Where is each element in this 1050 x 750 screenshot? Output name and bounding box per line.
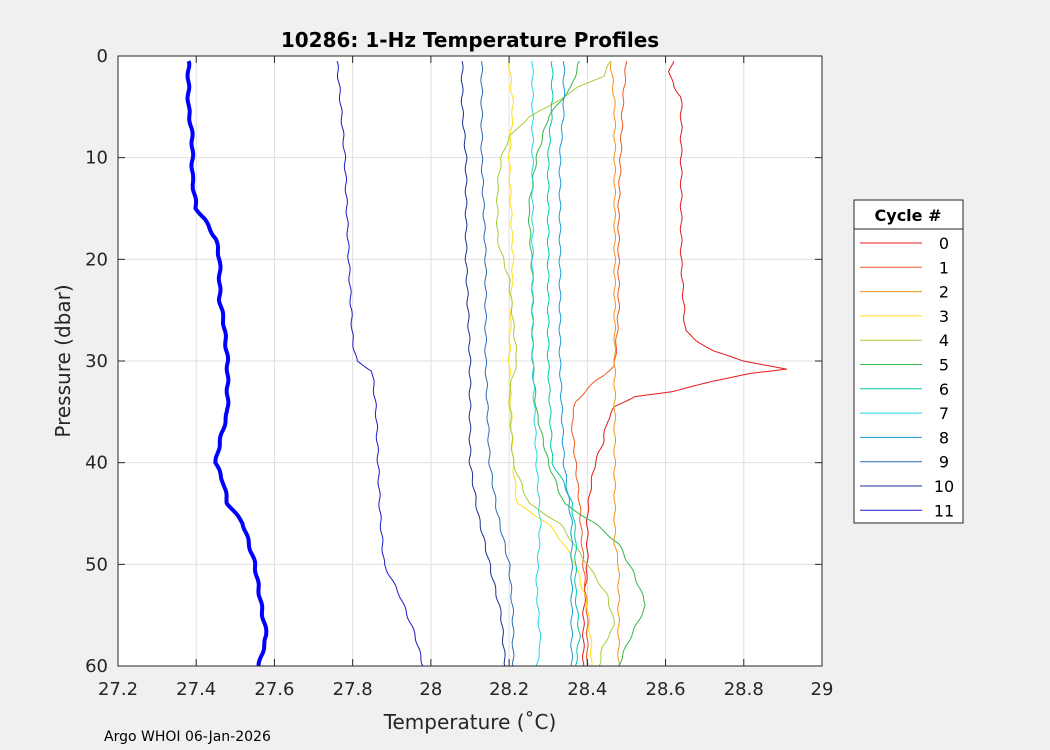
legend-box	[853, 199, 964, 524]
series-line	[546, 60, 581, 666]
y-axis-label: Pressure (dbar)	[51, 284, 75, 437]
series-line	[582, 61, 787, 666]
series-line	[507, 61, 593, 666]
x-tick-label: 28.6	[646, 679, 686, 700]
legend-label: 4	[939, 331, 949, 350]
legend-label: 8	[939, 428, 949, 447]
legend-label: 9	[939, 453, 949, 472]
y-tick-label: 20	[85, 249, 108, 270]
series-line	[185, 60, 269, 666]
axis-ticks: 27.2 27.4 27.6 27.8 28 28.2 28.4 28.6 28.8 29 0 10 2…	[85, 46, 833, 700]
x-axis-label: Temperature (˚C)	[383, 710, 557, 734]
x-tick-label: 28.4	[567, 679, 607, 700]
legend-label: 6	[939, 380, 949, 399]
y-tick-label: 40	[85, 453, 108, 474]
legend-label: 0	[939, 234, 949, 253]
legend-title: Cycle #	[875, 206, 942, 225]
x-tick-label: 28	[419, 679, 442, 700]
y-tick-label: 10	[85, 148, 108, 169]
legend-label: 10	[934, 477, 954, 496]
y-tick-label: 60	[85, 656, 108, 677]
legend-label: 7	[939, 404, 949, 423]
series-layer	[185, 60, 787, 666]
y-tick-label: 30	[85, 351, 108, 372]
x-tick-label: 27.4	[176, 679, 216, 700]
x-tick-label: 27.8	[333, 679, 373, 700]
x-tick-label: 28.8	[724, 679, 764, 700]
x-tick-label: 27.6	[254, 679, 294, 700]
footer-credit: Argo WHOI 06-Jan-2026	[104, 729, 271, 745]
series-line	[336, 60, 424, 666]
series-line	[460, 61, 506, 666]
y-tick-label: 0	[97, 46, 108, 67]
x-tick-label: 28.2	[489, 679, 529, 700]
legend-label: 11	[934, 501, 954, 520]
legend-label: 5	[939, 356, 949, 375]
x-tick-label: 29	[811, 679, 834, 700]
chart-title: 10286: 1-Hz Temperature Profiles	[281, 28, 659, 52]
series-line	[480, 61, 515, 666]
legend-label: 3	[939, 307, 949, 326]
legend: Cycle # 0 1 2 3 4 5 6 7 8 9 10 11	[853, 199, 964, 524]
x-tick-label: 27.2	[98, 679, 138, 700]
series-line	[531, 60, 542, 666]
series-line	[558, 60, 573, 666]
series-line	[610, 61, 620, 666]
legend-label: 2	[939, 283, 949, 302]
legend-label: 1	[939, 258, 949, 277]
series-line	[496, 60, 615, 666]
y-tick-label: 50	[85, 554, 108, 575]
